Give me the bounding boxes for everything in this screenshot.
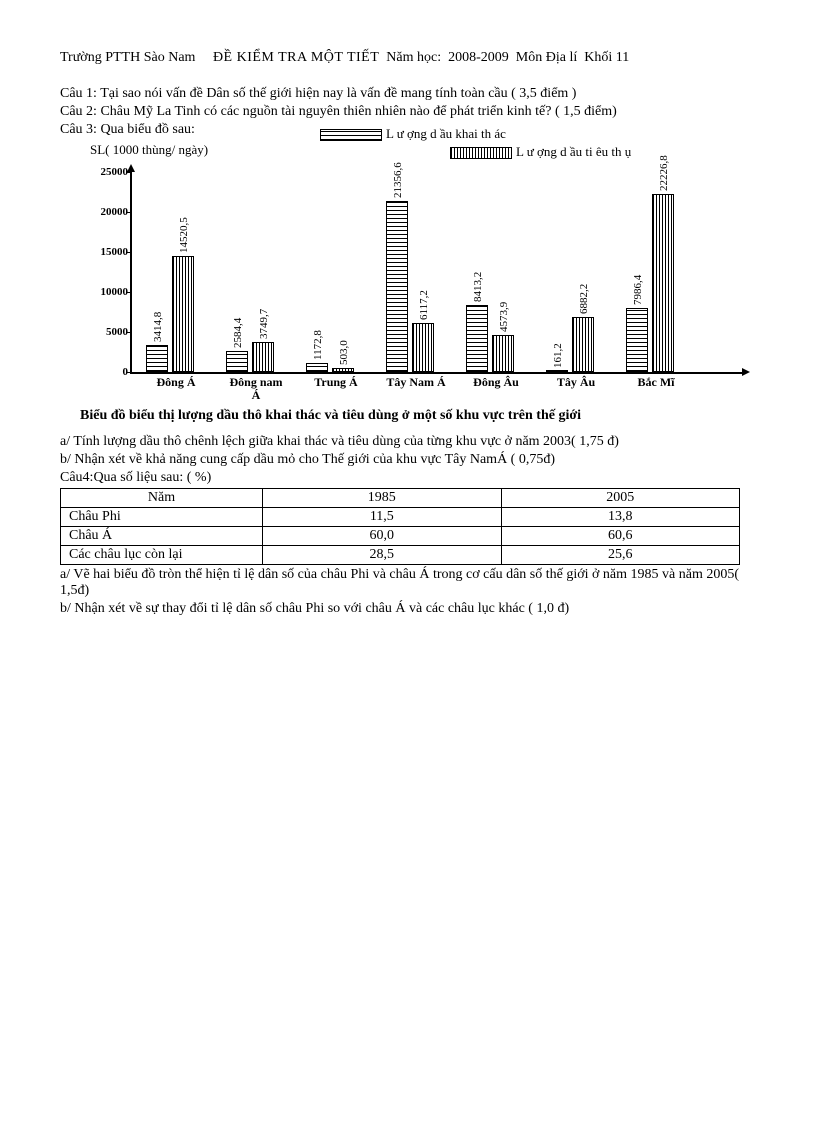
x-axis-label: Đông Âu xyxy=(466,372,526,389)
y-tick-mark xyxy=(127,172,132,173)
y-tick-mark xyxy=(127,372,132,373)
year-value: 2008-2009 xyxy=(448,50,509,65)
bar-value-label: 21356,6 xyxy=(392,162,404,198)
school-name: Trường PTTH Sào Nam xyxy=(60,50,195,65)
y-tick-label: 15000 xyxy=(84,246,128,258)
table-cell: 13,8 xyxy=(501,508,739,527)
y-tick-label: 0 xyxy=(84,366,128,378)
bar-extraction: 1172,8 xyxy=(306,363,328,372)
subject: Môn Địa lí xyxy=(516,50,577,65)
table-cell: 25,6 xyxy=(501,546,739,565)
y-tick-label: 5000 xyxy=(84,326,128,338)
y-axis-arrow-icon xyxy=(127,164,135,172)
x-axis-arrow-icon xyxy=(742,368,750,376)
table-cell: Châu Á xyxy=(61,527,263,546)
question-2: Câu 2: Châu Mỹ La Tinh có các nguồn tài … xyxy=(60,104,756,120)
table-cell: 60,6 xyxy=(501,527,739,546)
bar-value-label: 2584,4 xyxy=(232,318,244,348)
bar-value-label: 4573,9 xyxy=(498,302,510,332)
table-cell: 28,5 xyxy=(263,546,501,565)
legend-extraction: L ư ợng d ầu khai th ác xyxy=(320,126,506,142)
x-axis-label: Đông Á xyxy=(146,372,206,389)
question-3a: a/ Tính lượng dầu thô chênh lệch giữa kh… xyxy=(60,434,756,450)
x-axis-label: Trung Á xyxy=(306,372,366,389)
table-cell: 60,0 xyxy=(263,527,501,546)
bar-extraction: 2584,4 xyxy=(226,351,248,372)
year-label: Năm học: xyxy=(386,50,441,65)
question-1: Câu 1: Tại sao nói vấn đề Dân số thế giớ… xyxy=(60,86,756,102)
y-tick-label: 10000 xyxy=(84,286,128,298)
page-header: Trường PTTH Sào Nam ĐỀ KIỂM TRA MỘT TIẾT… xyxy=(60,50,756,66)
bar-consumption: 3749,7 xyxy=(252,342,274,372)
bar-consumption: 14520,5 xyxy=(172,256,194,372)
bar-consumption: 6117,2 xyxy=(412,323,434,372)
table-cell: 11,5 xyxy=(263,508,501,527)
legend-consumption: L ư ợng d ầu ti êu th ụ xyxy=(450,144,631,160)
population-table: Năm 1985 2005 Châu Phi 11,5 13,8 Châu Á … xyxy=(60,488,740,565)
bar-value-label: 1172,8 xyxy=(312,330,324,360)
bar-value-label: 6117,2 xyxy=(418,290,430,320)
oil-chart: L ư ợng d ầu khai th ác L ư ợng d ầu ti … xyxy=(60,142,760,402)
x-axis-label: Bắc Mĩ xyxy=(626,372,686,389)
y-tick-mark xyxy=(127,212,132,213)
table-row: Châu Phi 11,5 13,8 xyxy=(61,508,740,527)
legend-swatch-dash xyxy=(320,129,382,141)
legend-swatch-vlines xyxy=(450,147,512,159)
bar-consumption: 6882,2 xyxy=(572,317,594,372)
x-axis-label: Tây Nam Á xyxy=(386,372,446,389)
y-tick-mark xyxy=(127,332,132,333)
grade: Khối 11 xyxy=(584,50,629,65)
bar-value-label: 22226,8 xyxy=(658,155,670,191)
x-axis-label: Tây Âu xyxy=(546,372,606,389)
chart-title: Biểu đồ biểu thị lượng dầu thô khai thác… xyxy=(80,408,756,424)
question-4: Câu4:Qua số liệu sau: ( %) xyxy=(60,470,756,486)
chart-plot-area: 05000100001500020000250003414,814520,5Đô… xyxy=(130,172,742,374)
exam-title: ĐỀ KIỂM TRA MỘT TIẾT xyxy=(213,50,379,65)
y-tick-label: 20000 xyxy=(84,206,128,218)
bar-value-label: 503,0 xyxy=(338,340,350,365)
table-header: 1985 xyxy=(263,489,501,508)
question-4a: a/ Vẽ hai biểu đồ tròn thể hiện tỉ lệ dâ… xyxy=(60,567,756,599)
bar-consumption: 22226,8 xyxy=(652,194,674,372)
bar-value-label: 7986,4 xyxy=(632,275,644,305)
table-row: Các châu lục còn lại 28,5 25,6 xyxy=(61,546,740,565)
table-header: 2005 xyxy=(501,489,739,508)
bar-value-label: 3749,7 xyxy=(258,309,270,339)
bar-extraction: 21356,6 xyxy=(386,201,408,372)
table-header-row: Năm 1985 2005 xyxy=(61,489,740,508)
bar-extraction: 7986,4 xyxy=(626,308,648,372)
bar-value-label: 3414,8 xyxy=(152,311,164,341)
bar-consumption: 4573,9 xyxy=(492,335,514,372)
question-3b: b/ Nhận xét về khả năng cung cấp dầu mỏ … xyxy=(60,452,756,468)
bar-value-label: 6882,2 xyxy=(578,284,590,314)
question-4b: b/ Nhận xét về sự thay đổi tỉ lệ dân số … xyxy=(60,601,756,617)
y-tick-mark xyxy=(127,292,132,293)
bar-value-label: 8413,2 xyxy=(472,271,484,301)
y-tick-mark xyxy=(127,252,132,253)
table-header: Năm xyxy=(61,489,263,508)
bar-extraction: 8413,2 xyxy=(466,305,488,372)
bar-extraction: 3414,8 xyxy=(146,345,168,372)
table-row: Châu Á 60,0 60,6 xyxy=(61,527,740,546)
x-axis-label: Đông namÁ xyxy=(226,372,286,402)
bar-value-label: 14520,5 xyxy=(178,217,190,253)
bar-value-label: 161,2 xyxy=(552,343,564,368)
table-cell: Các châu lục còn lại xyxy=(61,546,263,565)
table-cell: Châu Phi xyxy=(61,508,263,527)
y-tick-label: 25000 xyxy=(84,166,128,178)
